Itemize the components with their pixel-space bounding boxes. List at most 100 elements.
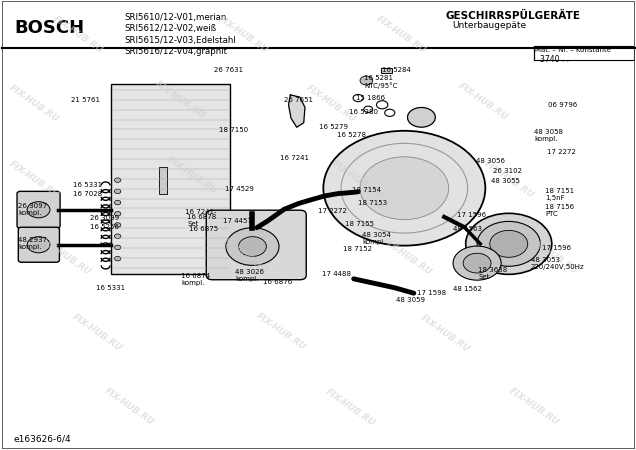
Text: BOSCH: BOSCH — [14, 18, 84, 36]
Text: Mat. – Nr. – Konstante: Mat. – Nr. – Konstante — [536, 47, 611, 53]
Text: 16 6874
kompl.: 16 6874 kompl. — [181, 273, 210, 286]
Text: 48 3055: 48 3055 — [491, 178, 520, 184]
Text: 48 3053
220/240V,50Hz: 48 3053 220/240V,50Hz — [531, 256, 584, 270]
Text: 18 7153: 18 7153 — [358, 199, 387, 206]
Circle shape — [27, 237, 50, 253]
Text: 48 3026
kompl.: 48 3026 kompl. — [235, 269, 265, 282]
Text: SRI5615/12-V03,Edelstahl: SRI5615/12-V03,Edelstahl — [124, 36, 236, 45]
Circle shape — [114, 245, 121, 250]
Circle shape — [114, 189, 121, 194]
Bar — [534, 45, 634, 60]
Text: FIX-HUB.RU: FIX-HUB.RU — [216, 14, 270, 55]
Circle shape — [466, 213, 552, 274]
Circle shape — [114, 256, 121, 261]
Circle shape — [463, 253, 491, 273]
Text: 17 2272: 17 2272 — [547, 149, 576, 155]
Circle shape — [323, 131, 485, 246]
Text: FIX-HUB.RU: FIX-HUB.RU — [527, 235, 579, 276]
Text: 06 9796: 06 9796 — [548, 102, 577, 108]
Text: 16 5280: 16 5280 — [349, 109, 378, 115]
Text: 17 4488: 17 4488 — [322, 271, 351, 277]
Circle shape — [490, 230, 528, 257]
Text: FIX-HUB.RU: FIX-HUB.RU — [331, 160, 384, 201]
Text: FIX-HUB.RU: FIX-HUB.RU — [216, 234, 270, 274]
Text: FIX-HUB.RU: FIX-HUB.RU — [71, 312, 124, 353]
Text: 17 1596: 17 1596 — [457, 212, 486, 218]
Text: FIX-HUB.RU: FIX-HUB.RU — [482, 160, 535, 201]
Text: 16 6878
Set: 16 6878 Set — [187, 214, 216, 227]
Text: SRI5616/12-V04,graphit: SRI5616/12-V04,graphit — [124, 47, 227, 56]
Text: 18 7154: 18 7154 — [352, 187, 381, 193]
Text: 48 2937
kompl.: 48 2937 kompl. — [18, 237, 47, 250]
Text: 18 7151
1,5nF: 18 7151 1,5nF — [546, 188, 574, 201]
Text: 16 5331: 16 5331 — [73, 182, 102, 188]
Bar — [111, 84, 230, 274]
Text: 48 1562: 48 1562 — [453, 286, 482, 292]
Text: 16 5284: 16 5284 — [382, 67, 411, 73]
Text: 15 1866: 15 1866 — [356, 95, 385, 102]
Text: GESCHIRRSPÜLGERÄTE: GESCHIRRSPÜLGERÄTE — [445, 10, 581, 21]
Text: Unterbaugерäte: Unterbaugерäte — [452, 21, 526, 30]
Text: FIX-HUB.RU: FIX-HUB.RU — [381, 236, 434, 277]
Text: FIX-HUB.RU: FIX-HUB.RU — [324, 387, 377, 428]
Circle shape — [453, 246, 501, 280]
Text: FIX-HUB.RU: FIX-HUB.RU — [375, 14, 427, 55]
Text: 26 7651: 26 7651 — [284, 97, 313, 104]
Text: 18 3638
Set: 18 3638 Set — [478, 267, 508, 280]
Circle shape — [226, 228, 279, 266]
Text: 48 1563: 48 1563 — [453, 226, 482, 233]
Text: 48 3059: 48 3059 — [396, 297, 425, 303]
Text: FIX-HUB.RU: FIX-HUB.RU — [166, 155, 219, 196]
Text: 26 7631: 26 7631 — [214, 67, 244, 73]
Text: e163626-6/4: e163626-6/4 — [14, 435, 71, 444]
Text: 16 7241-: 16 7241- — [184, 208, 216, 215]
Bar — [381, 68, 392, 73]
Text: SRI5612/12-V02,weiß: SRI5612/12-V02,weiß — [124, 24, 216, 33]
Text: 16 5278: 16 5278 — [336, 132, 366, 138]
Circle shape — [114, 200, 121, 205]
Text: FIX-HUB.RU: FIX-HUB.RU — [39, 236, 92, 277]
Text: 16 7028: 16 7028 — [73, 191, 102, 197]
Text: FIX-HUB.RU: FIX-HUB.RU — [8, 84, 60, 124]
Text: 48 3058
kompl.: 48 3058 kompl. — [534, 129, 563, 142]
Text: 16 7241: 16 7241 — [280, 155, 308, 161]
Text: 48 3056: 48 3056 — [476, 158, 505, 164]
Text: 16 5256: 16 5256 — [90, 224, 119, 230]
Text: FIX-HUB.RU: FIX-HUB.RU — [457, 81, 510, 122]
Circle shape — [114, 234, 121, 238]
Text: FIX-HUB.RU: FIX-HUB.RU — [153, 79, 206, 120]
Text: 17 2272: 17 2272 — [317, 207, 347, 214]
Text: 16 6876: 16 6876 — [263, 279, 293, 285]
Text: 18 7152: 18 7152 — [343, 246, 372, 252]
Text: 16 6875: 16 6875 — [189, 226, 218, 233]
FancyBboxPatch shape — [17, 191, 60, 228]
Text: 18 7150: 18 7150 — [219, 127, 248, 133]
Text: 17 4529: 17 4529 — [225, 186, 254, 192]
Text: 17 4457-: 17 4457- — [223, 217, 254, 224]
Text: 48 3054
kompl.: 48 3054 kompl. — [362, 232, 391, 245]
Text: 16 5279: 16 5279 — [319, 124, 348, 130]
Text: 26 3102: 26 3102 — [493, 168, 522, 174]
Text: 16 5281
NTC/95°C: 16 5281 NTC/95°C — [364, 76, 398, 89]
Text: FIX-HUB.RU: FIX-HUB.RU — [419, 313, 472, 354]
Circle shape — [238, 237, 266, 256]
Circle shape — [114, 223, 121, 227]
Text: FIX-HUB.RU: FIX-HUB.RU — [102, 386, 155, 427]
Circle shape — [360, 157, 448, 220]
Circle shape — [27, 202, 50, 218]
Text: FIX-HUB.RU: FIX-HUB.RU — [305, 84, 358, 124]
Text: 17 1596: 17 1596 — [542, 245, 570, 252]
Circle shape — [114, 212, 121, 216]
Text: 17 1598: 17 1598 — [417, 290, 446, 296]
Circle shape — [477, 221, 541, 266]
Text: 26 3099: 26 3099 — [90, 215, 119, 221]
Circle shape — [360, 76, 373, 85]
Text: FIX-HUB.RU: FIX-HUB.RU — [508, 386, 560, 427]
Polygon shape — [289, 95, 305, 127]
Text: 3740 . .: 3740 . . — [541, 55, 569, 64]
Text: FIX-HUB.RU: FIX-HUB.RU — [254, 311, 307, 352]
Circle shape — [408, 108, 435, 127]
Text: SRI5610/12-V01,merian: SRI5610/12-V01,merian — [124, 13, 226, 22]
Text: 18 7155: 18 7155 — [345, 221, 375, 227]
Text: FIX-HUB.RU: FIX-HUB.RU — [52, 14, 105, 55]
